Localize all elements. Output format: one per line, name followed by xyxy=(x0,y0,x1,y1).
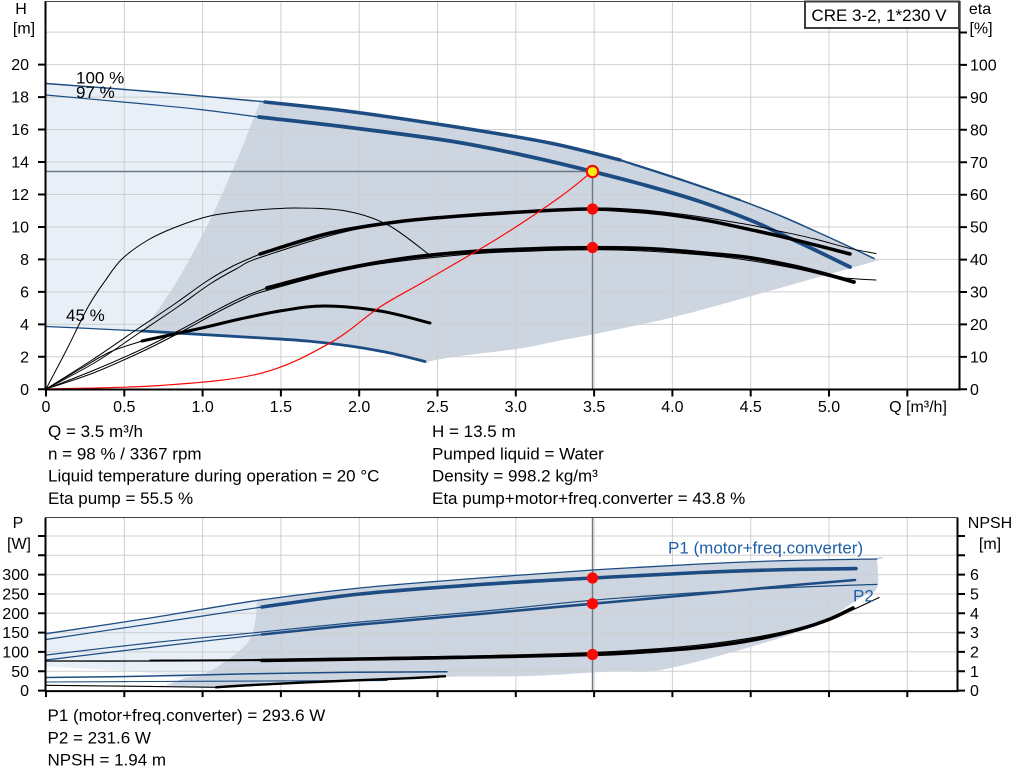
svg-text:4: 4 xyxy=(970,606,979,623)
svg-text:P2 = 231.6 W: P2 = 231.6 W xyxy=(48,728,151,747)
svg-text:40: 40 xyxy=(970,252,988,269)
svg-text:80: 80 xyxy=(970,122,988,139)
svg-text:0: 0 xyxy=(20,382,29,399)
svg-text:90: 90 xyxy=(970,90,988,107)
svg-text:H = 13.5 m: H = 13.5 m xyxy=(432,422,516,441)
svg-text:[m]: [m] xyxy=(13,21,35,38)
svg-text:H: H xyxy=(15,1,27,18)
svg-text:[m]: [m] xyxy=(979,536,1001,553)
svg-text:12: 12 xyxy=(11,187,29,204)
svg-text:250: 250 xyxy=(2,586,29,603)
svg-text:2.0: 2.0 xyxy=(348,399,370,416)
svg-text:Pumped liquid = Water: Pumped liquid = Water xyxy=(432,444,604,463)
svg-text:[%]: [%] xyxy=(969,21,992,38)
svg-text:0: 0 xyxy=(20,683,29,700)
svg-text:2: 2 xyxy=(970,644,979,661)
svg-text:CRE 3-2, 1*230 V: CRE 3-2, 1*230 V xyxy=(811,6,947,25)
svg-text:3.0: 3.0 xyxy=(505,399,527,416)
svg-text:4: 4 xyxy=(20,317,29,334)
svg-text:eta: eta xyxy=(969,1,991,18)
svg-text:P1 (motor+freq.converter) = 29: P1 (motor+freq.converter) = 293.6 W xyxy=(48,706,326,725)
svg-text:0: 0 xyxy=(970,382,979,399)
svg-text:NPSH = 1.94 m: NPSH = 1.94 m xyxy=(48,751,167,770)
svg-text:1.0: 1.0 xyxy=(191,399,213,416)
svg-text:Density = 998.2 kg/m³: Density = 998.2 kg/m³ xyxy=(432,467,598,486)
svg-text:1.5: 1.5 xyxy=(270,399,292,416)
svg-text:150: 150 xyxy=(2,625,29,642)
svg-text:Eta pump+motor+freq.converter: Eta pump+motor+freq.converter = 43.8 % xyxy=(432,489,745,508)
svg-text:300: 300 xyxy=(2,567,29,584)
svg-text:20: 20 xyxy=(970,317,988,334)
svg-text:50: 50 xyxy=(11,664,29,681)
svg-text:0: 0 xyxy=(42,399,51,416)
svg-text:97 %: 97 % xyxy=(76,83,115,102)
svg-text:100: 100 xyxy=(2,644,29,661)
svg-text:2: 2 xyxy=(20,349,29,366)
svg-text:Liquid temperature during oper: Liquid temperature during operation = 20… xyxy=(48,467,379,486)
svg-text:100 %: 100 % xyxy=(76,69,124,88)
svg-text:3: 3 xyxy=(970,625,979,642)
svg-text:3.5: 3.5 xyxy=(583,399,605,416)
svg-text:2.5: 2.5 xyxy=(426,399,448,416)
svg-text:60: 60 xyxy=(970,187,988,204)
svg-text:30: 30 xyxy=(970,284,988,301)
svg-text:Eta pump = 55.5 %: Eta pump = 55.5 % xyxy=(48,489,193,508)
svg-text:18: 18 xyxy=(11,90,29,107)
svg-text:5.0: 5.0 xyxy=(818,399,840,416)
svg-text:16: 16 xyxy=(11,122,29,139)
svg-text:Q [m³/h]: Q [m³/h] xyxy=(889,399,947,416)
svg-text:14: 14 xyxy=(11,155,29,172)
svg-text:8: 8 xyxy=(20,252,29,269)
svg-text:4.5: 4.5 xyxy=(740,399,762,416)
svg-text:[W]: [W] xyxy=(7,536,31,553)
svg-text:0: 0 xyxy=(970,683,979,700)
svg-text:NPSH: NPSH xyxy=(968,515,1012,532)
svg-text:6: 6 xyxy=(20,284,29,301)
svg-text:P2: P2 xyxy=(853,587,874,606)
svg-text:P1 (motor+freq.converter): P1 (motor+freq.converter) xyxy=(668,539,863,558)
svg-text:1: 1 xyxy=(970,664,979,681)
svg-text:70: 70 xyxy=(970,155,988,172)
svg-text:200: 200 xyxy=(2,606,29,623)
svg-text:10: 10 xyxy=(970,349,988,366)
svg-text:20: 20 xyxy=(11,57,29,74)
svg-text:45 %: 45 % xyxy=(66,306,105,325)
svg-text:5: 5 xyxy=(970,586,979,603)
svg-text:4.0: 4.0 xyxy=(661,399,683,416)
svg-text:P: P xyxy=(13,515,24,532)
svg-text:n = 98 % / 3367 rpm: n = 98 % / 3367 rpm xyxy=(48,444,202,463)
svg-text:0.5: 0.5 xyxy=(113,399,135,416)
svg-text:100: 100 xyxy=(970,57,997,74)
svg-text:10: 10 xyxy=(11,219,29,236)
svg-text:50: 50 xyxy=(970,220,988,237)
svg-text:Q = 3.5 m³/h: Q = 3.5 m³/h xyxy=(48,422,143,441)
svg-text:6: 6 xyxy=(970,567,979,584)
